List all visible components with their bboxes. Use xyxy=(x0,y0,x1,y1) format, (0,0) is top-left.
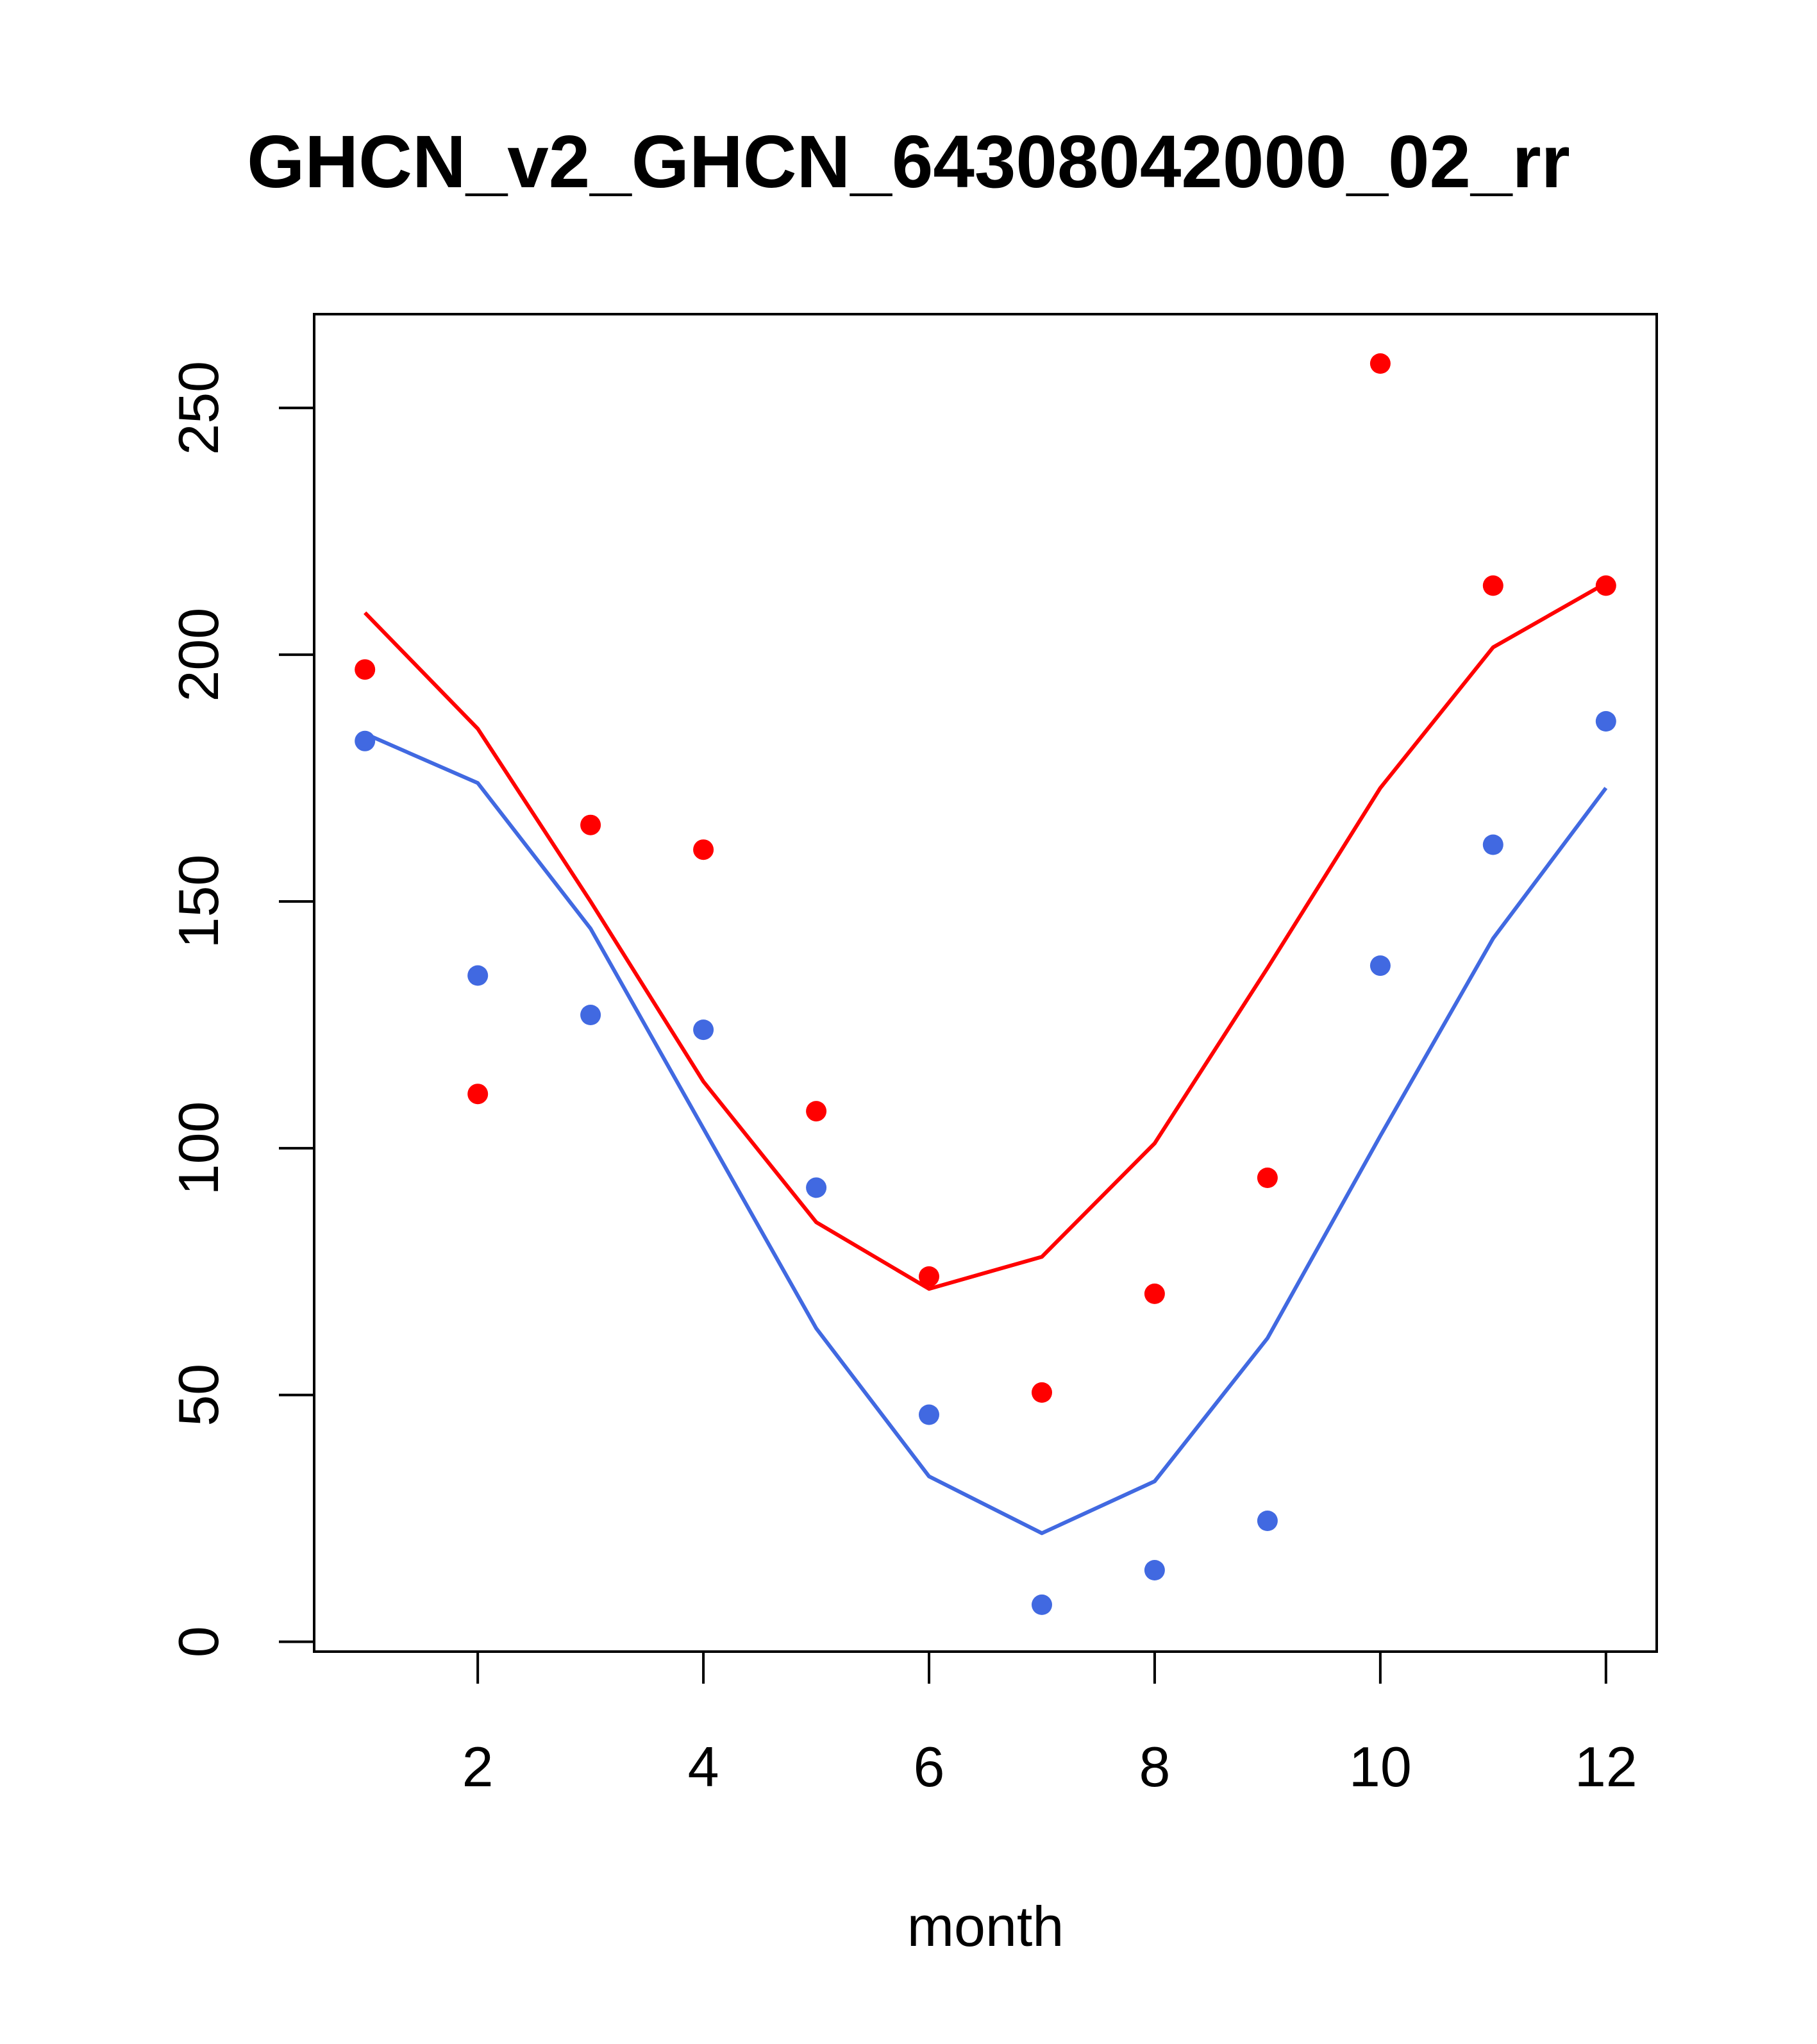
data-point-s2-m5 xyxy=(806,1101,827,1122)
data-point-s3-m9 xyxy=(1257,1511,1278,1531)
data-point-s2-m3 xyxy=(580,814,601,835)
data-point-s3-m4 xyxy=(693,1019,714,1041)
chart-title: GHCN_v2_GHCN_64308042000_02_rr xyxy=(247,120,1570,203)
y-axis: 0 50 100 150 200 250 xyxy=(167,361,315,1657)
data-point-s2-m12 xyxy=(1595,575,1616,596)
data-point-s2-m4 xyxy=(693,839,714,860)
data-point-s3-m6 xyxy=(919,1404,939,1425)
series-line-0 xyxy=(364,581,1607,1291)
y-tick-label-200: 200 xyxy=(167,608,230,702)
data-point-s3-m11 xyxy=(1482,834,1503,855)
data-point-s2-m2 xyxy=(467,1084,489,1105)
data-point-s3-m7 xyxy=(1032,1594,1052,1615)
data-point-s2-m9 xyxy=(1257,1168,1278,1188)
data-point-s3-m12 xyxy=(1595,711,1616,732)
x-axis-label: month xyxy=(907,1895,1064,1958)
y-tick-label-100: 100 xyxy=(167,1101,230,1195)
y-tick-label-150: 150 xyxy=(167,855,230,949)
data-point-s3-m3 xyxy=(580,1005,601,1025)
data-point-s2-m1 xyxy=(355,659,376,680)
data-point-s3-m10 xyxy=(1369,955,1391,976)
x-tick-label-4: 4 xyxy=(688,1735,719,1798)
series-line-1 xyxy=(364,732,1608,1536)
data-point-s3-m5 xyxy=(806,1177,827,1198)
data-point-s2-m7 xyxy=(1032,1382,1052,1403)
data-point-s2-m6 xyxy=(919,1266,939,1287)
y-tick-label-50: 50 xyxy=(167,1364,230,1427)
plot-frame xyxy=(313,313,1658,1653)
data-point-s3-m1 xyxy=(355,730,376,751)
x-tick-label-8: 8 xyxy=(1139,1735,1170,1798)
y-tick-label-0: 0 xyxy=(167,1626,230,1657)
series-layer xyxy=(355,353,1616,1615)
data-point-s2-m8 xyxy=(1144,1283,1165,1304)
data-point-s3-m8 xyxy=(1144,1560,1165,1580)
y-tick-label-250: 250 xyxy=(167,361,230,455)
x-tick-label-12: 12 xyxy=(1575,1735,1637,1798)
data-point-s2-m11 xyxy=(1482,575,1503,596)
x-tick-label-2: 2 xyxy=(462,1735,494,1798)
x-tick-label-10: 10 xyxy=(1349,1735,1412,1798)
x-tick-label-6: 6 xyxy=(914,1735,945,1798)
data-point-s3-m2 xyxy=(467,965,489,986)
data-point-s2-m10 xyxy=(1369,353,1391,374)
x-axis: 2 4 6 8 10 12 xyxy=(462,1650,1637,1798)
